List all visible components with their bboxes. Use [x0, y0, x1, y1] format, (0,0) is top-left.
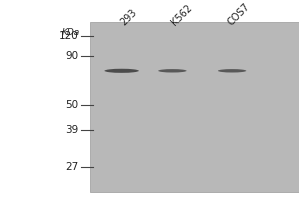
Text: 27: 27 [65, 162, 78, 172]
Ellipse shape [104, 69, 139, 73]
Ellipse shape [218, 69, 246, 73]
Text: 50: 50 [65, 100, 78, 110]
Ellipse shape [158, 69, 187, 73]
Text: KDa: KDa [62, 28, 80, 37]
FancyBboxPatch shape [90, 22, 299, 192]
Text: COS7: COS7 [226, 1, 252, 27]
Text: 90: 90 [65, 51, 78, 61]
Text: K562: K562 [169, 3, 194, 27]
Text: 293: 293 [118, 7, 139, 27]
Text: 120: 120 [58, 31, 78, 41]
Text: 39: 39 [65, 125, 78, 135]
